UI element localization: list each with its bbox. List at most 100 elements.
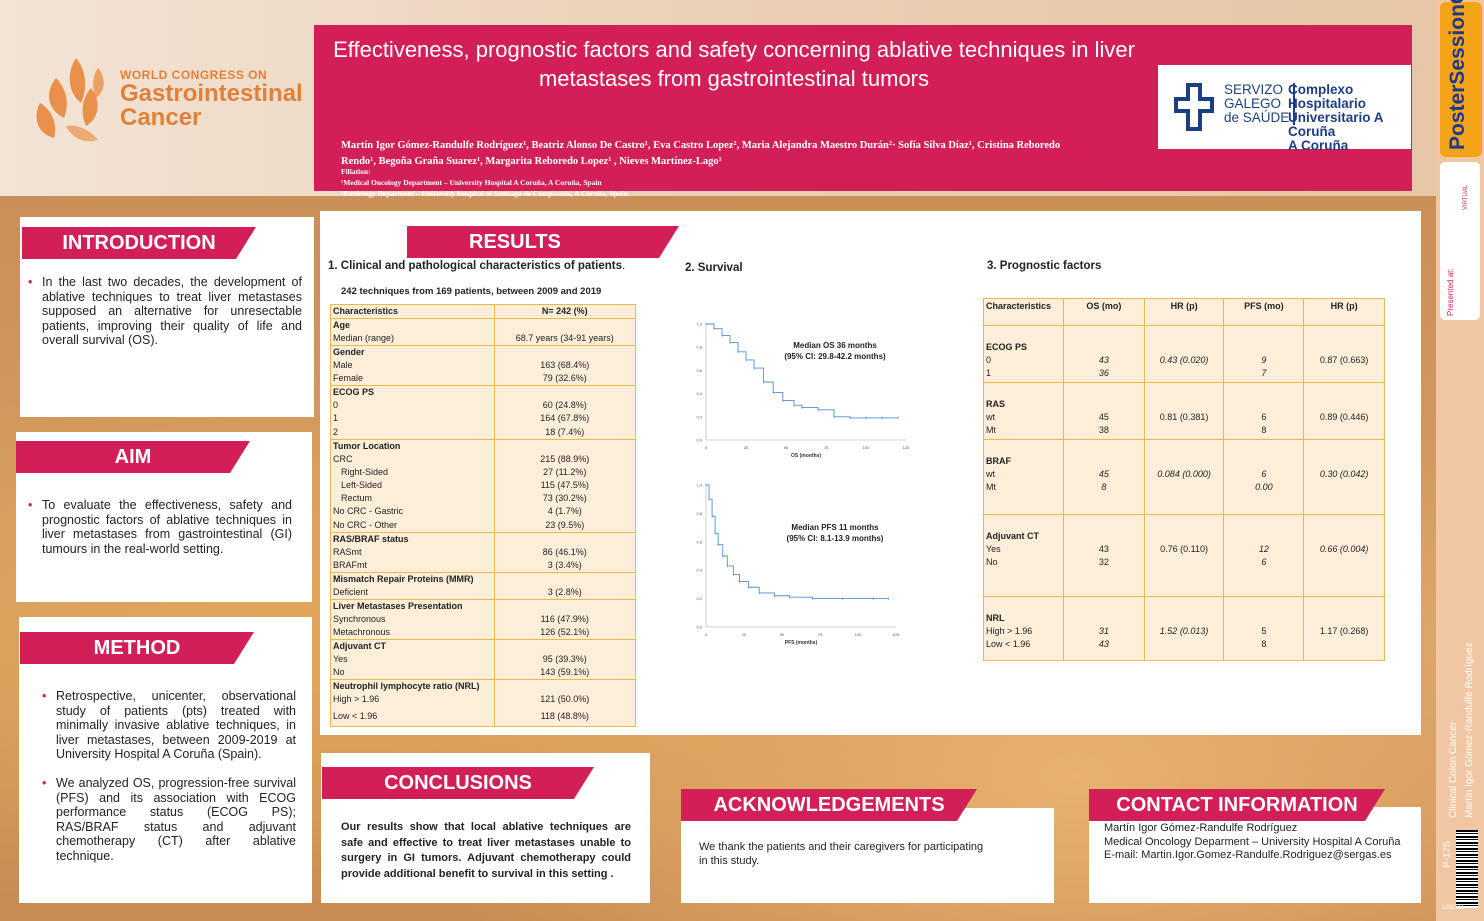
os-value: 45 (1098, 412, 1109, 422)
affiliations: Filiation: ¹Medical Oncology Department … (341, 166, 630, 199)
spacer (1306, 385, 1382, 398)
row-value: 73 (30.2%) (493, 492, 637, 506)
group-title: Neutrophil lymphocyte ratio (NRL) (330, 679, 495, 694)
prog-header-cell: PFS (mo) (1223, 298, 1305, 326)
row-label: Female (330, 372, 495, 386)
os-value: 36 (1098, 368, 1109, 378)
x-tick-label: 0 (705, 445, 708, 450)
os-value: 43 (1098, 639, 1109, 649)
factor-title: RAS (986, 399, 1006, 409)
table-row: CRC 215 (88.9%) (330, 452, 637, 466)
side-author: Martín Igor Gómez-Randulfe Rodríguez (1464, 642, 1475, 818)
pfs-hr-cell: 0.87 (0.663) (1303, 325, 1385, 383)
row-label: Male (330, 359, 495, 373)
os-hr-cell: 0.81 (0.381) (1143, 382, 1225, 440)
group-title-value (493, 318, 637, 332)
results-sub1-period: . (621, 260, 626, 272)
os-value: 45 (1098, 469, 1109, 479)
pfs-value: 5 (1261, 626, 1267, 636)
group-title: Gender (330, 345, 495, 359)
prognostic-row: NRL High > 1.96 Low < 1.96 31 43 1.52 (0.013)… (983, 596, 1385, 661)
contact-department: Medical Oncology Deparment – University … (1104, 835, 1401, 848)
presented-at-label: Presented at: (1446, 268, 1455, 316)
table-row: Median (range) 68.7 years (34-91 years) (330, 332, 637, 346)
hospital-line1: Complexo Hospitalario (1288, 82, 1367, 111)
x-axis-label: PFS (months) (785, 640, 818, 646)
hospital-cross-icon (1174, 83, 1214, 131)
spacer (1226, 442, 1301, 455)
y-tick-label: 0,2 (696, 596, 702, 601)
hospital-logo: SERVIZO GALEGO de SAÚDE Complexo Hospita… (1158, 65, 1411, 153)
survival-curve (706, 484, 889, 600)
table-row: Yes 95 (39.3%) (330, 652, 637, 667)
sergas-line1: SERVIZO (1224, 82, 1284, 97)
spacer (986, 517, 1061, 530)
factor-cell: ECOG PS 0 1 (983, 325, 1064, 383)
spacer (1147, 341, 1222, 354)
pfs-hr-cell: 0.66 (0.004) (1303, 514, 1385, 597)
row-value: 121 (50.0%) (493, 693, 637, 707)
x-tick-label: 125 (903, 445, 910, 450)
spacer (1226, 385, 1301, 398)
prognostic-subheading: 3. Prognostic factors (987, 260, 1102, 272)
spacer (1226, 398, 1301, 411)
title-banner: Effectiveness, prognostic factors and sa… (314, 25, 1412, 198)
chart-background (680, 312, 920, 462)
y-tick-label: 0.2 (696, 414, 702, 419)
congress-title-line2: Cancer (120, 104, 202, 131)
congress-logo (26, 48, 296, 168)
factor-cell: NRL High > 1.96 Low < 1.96 (983, 596, 1064, 661)
table-group-row: Liver Metastases Presentation (330, 598, 637, 613)
row-value: 163 (68.4%) (493, 359, 637, 373)
spacer (1066, 398, 1142, 411)
group-title-value (493, 385, 637, 400)
table-row: Metachronous 126 (52.1%) (330, 625, 637, 640)
poster-session-badge[interactable] (1440, 2, 1482, 157)
aim-heading: AIM (16, 441, 250, 473)
row-label: BRAFmt (330, 558, 495, 573)
spacer (1226, 530, 1301, 543)
spacer (1066, 612, 1142, 625)
characteristics-table: Characteristics N= 242 (%) Age Median (ra… (330, 304, 637, 727)
barcode-number: 1202365 (1442, 905, 1466, 911)
prognostic-header-row: Characteristics OS (mo) HR (p) PFS (mo) … (983, 298, 1385, 326)
group-title: Tumor Location (330, 438, 495, 453)
row-value: 164 (67.8%) (493, 412, 637, 426)
spacer (986, 328, 1061, 341)
pfs-hr-cell: 0.89 (0.446) (1303, 382, 1385, 440)
pfs-value: 0.00 (1255, 482, 1273, 492)
factor-cell: Adjuvant CT Yes No (983, 514, 1064, 597)
row-value: 116 (47.9%) (493, 612, 637, 626)
spacer (1226, 341, 1301, 354)
method-heading: METHOD (20, 632, 254, 664)
row-value: 27 (11.2%) (493, 465, 637, 479)
os-value: 32 (1098, 557, 1109, 567)
ack-line2: in this study. (699, 854, 760, 867)
pfs-cell: 6 0.00 (1223, 439, 1305, 515)
os-hr-value: 1.52 (0.013) (1159, 626, 1209, 636)
pfs-hr-cell: 1.17 (0.268) (1303, 596, 1385, 661)
authors-line1: Martín Igor Gómez-Randulfe Rodríguez¹, B… (341, 140, 1061, 151)
pfs-hr-value: 0.30 (0.042) (1319, 469, 1369, 479)
table-group-row: Gender (330, 345, 637, 359)
spacer (1066, 442, 1142, 455)
results-sub1: 1. Clinical and pathological characteris… (328, 260, 625, 272)
median-annotation: Median OS 36 months (793, 341, 877, 350)
group-title: RAS/BRAF status (330, 531, 495, 546)
method-bullet-1: Retrospective, unicenter, observational … (40, 689, 296, 762)
prog-header-cell: Characteristics (983, 298, 1064, 326)
spacer (986, 599, 1061, 612)
acknowledgements-panel (681, 808, 1054, 903)
authors-line2: Rendo¹, Begoña Graña Suarez¹, Margarita … (341, 156, 722, 167)
spacer (1066, 341, 1142, 354)
factor-level: wt (986, 412, 995, 422)
contact-heading: CONTACT INFORMATION (1089, 789, 1385, 821)
title-line1: Effectiveness, prognostic factors and sa… (333, 37, 1135, 62)
factor-level: Low < 1.96 (986, 639, 1031, 649)
os-value: 8 (1101, 482, 1107, 492)
row-label: No CRC - Other (330, 518, 495, 532)
contact-panel (1089, 807, 1421, 903)
contact-email[interactable]: E-mail: Martin.Igor.Gomez-Randulfe.Rodri… (1104, 849, 1392, 861)
